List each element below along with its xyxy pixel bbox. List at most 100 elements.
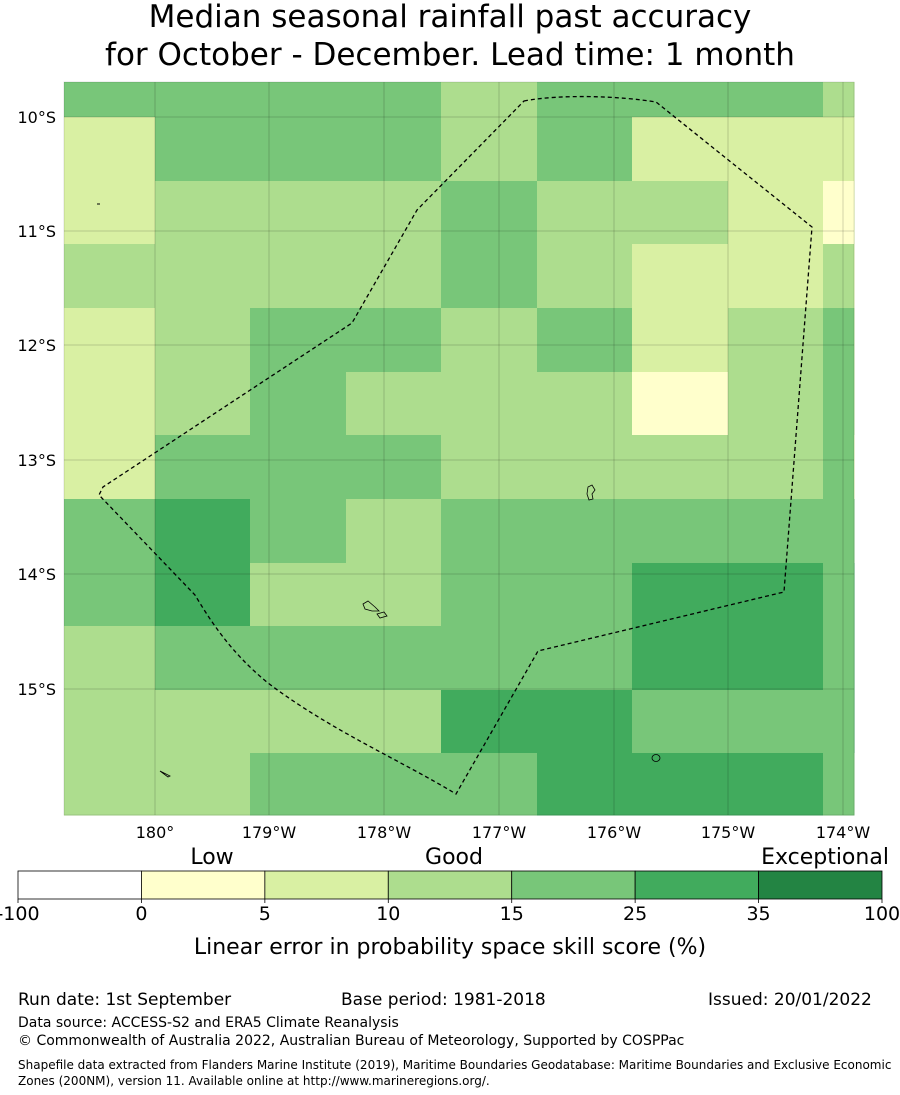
grid-cell xyxy=(250,308,347,373)
grid-cell xyxy=(441,563,538,627)
grid-cell xyxy=(346,244,442,309)
grid-cell xyxy=(728,563,824,627)
grid-cell xyxy=(823,626,854,691)
latitude-label: 13°S xyxy=(17,451,56,470)
legend-tick-label: 15 xyxy=(500,903,524,925)
longitude-label: 180° xyxy=(136,823,175,842)
grid-cell xyxy=(823,244,854,309)
grid-cell xyxy=(346,372,442,436)
grid-cell xyxy=(537,435,633,500)
grid-cell xyxy=(64,753,156,816)
grid-cell xyxy=(250,244,347,309)
grid-cell xyxy=(346,82,442,118)
grid-cell xyxy=(823,563,854,627)
grid-cell xyxy=(441,308,538,373)
grid-cell xyxy=(346,626,442,691)
grid-cell xyxy=(728,626,824,691)
grid-cell xyxy=(155,82,251,118)
legend-swatch xyxy=(758,870,883,900)
run-date: Run date: 1st September xyxy=(18,990,232,1010)
grid-cell xyxy=(250,82,347,118)
latitude-label: 11°S xyxy=(17,222,56,241)
grid-cell xyxy=(632,244,729,309)
grid-cell xyxy=(728,181,824,245)
eez-boundary xyxy=(98,95,813,795)
grid-cell xyxy=(346,690,442,754)
grid-cell xyxy=(155,563,251,627)
grid-cell xyxy=(346,181,442,245)
grid-cell xyxy=(250,626,347,691)
grid-cell xyxy=(250,435,347,500)
longitude-label: 176°W xyxy=(587,823,642,842)
grid-cell xyxy=(728,690,824,754)
grid-cell xyxy=(155,435,251,500)
grid-cell xyxy=(537,499,633,564)
grid-cell xyxy=(728,82,824,118)
grid-cell xyxy=(632,372,729,436)
grid-cell xyxy=(823,308,854,373)
grid-cell xyxy=(537,690,633,754)
grid-cell xyxy=(64,82,156,118)
grid-cell xyxy=(250,181,347,245)
grid-cell xyxy=(441,499,538,564)
grid-cell xyxy=(823,117,854,182)
grid-cell xyxy=(537,244,633,309)
chart-title-line-1: Median seasonal rainfall past accuracy xyxy=(148,0,752,35)
grid-cell xyxy=(250,690,347,754)
chart-title-line-2: for October - December. Lead time: 1 mon… xyxy=(105,37,795,73)
grid-cell xyxy=(64,308,156,373)
grid-cell xyxy=(441,626,538,691)
legend-swatch xyxy=(387,870,513,900)
grid-cell xyxy=(632,753,729,816)
grid-cell xyxy=(441,117,538,182)
grid-cell xyxy=(346,308,442,373)
legend-swatch xyxy=(634,870,759,900)
grid-cell xyxy=(250,753,347,816)
grid-cell xyxy=(441,181,538,245)
legend-category-label: Low xyxy=(190,845,233,870)
grid-cell xyxy=(64,244,156,309)
island-outline xyxy=(586,484,596,501)
island-outline xyxy=(159,770,171,778)
grid-cell xyxy=(64,690,156,754)
grid-cell xyxy=(728,372,824,436)
grid-cell xyxy=(155,690,251,754)
grid-cell xyxy=(441,753,538,816)
data-source: Data source: ACCESS-S2 and ERA5 Climate … xyxy=(18,1015,399,1031)
longitude-label: 177°W xyxy=(472,823,527,842)
grid-cell xyxy=(250,563,347,627)
latitude-label: 12°S xyxy=(17,336,56,355)
map-frame xyxy=(63,81,855,816)
grid-cell xyxy=(632,308,729,373)
grid-cell xyxy=(441,435,538,500)
legend-tick-label: 0 xyxy=(135,903,147,925)
grid-cell xyxy=(728,499,824,564)
grid-cell xyxy=(441,690,538,754)
grid-cell xyxy=(632,626,729,691)
grid-cell xyxy=(823,499,854,564)
grid-cell xyxy=(441,372,538,436)
longitude-label: 179°W xyxy=(242,823,297,842)
grid-cell xyxy=(64,372,156,436)
grid-cell xyxy=(346,753,442,816)
grid-cell xyxy=(632,117,729,182)
grid-cell xyxy=(155,753,251,816)
legend-tick-label: 35 xyxy=(746,903,770,925)
copyright: © Commonwealth of Australia 2022, Austra… xyxy=(18,1033,685,1049)
legend-tick-label: 100 xyxy=(864,903,900,925)
grid-cell xyxy=(155,626,251,691)
shapefile-credit: Shapefile data extracted from Flanders M… xyxy=(18,1058,892,1088)
grid-cell xyxy=(823,435,854,500)
grid-cell xyxy=(155,244,251,309)
latitude-label: 14°S xyxy=(17,565,56,584)
grid-cell xyxy=(728,435,824,500)
grid-cell xyxy=(155,117,251,182)
grid-cell xyxy=(346,117,442,182)
grid-cell xyxy=(823,181,854,245)
grid-cell xyxy=(537,181,633,245)
grid-cell xyxy=(537,117,633,182)
legend-tick-label: 10 xyxy=(376,903,400,925)
grid-cell xyxy=(537,82,633,118)
grid-cell xyxy=(346,563,442,627)
grid-cell xyxy=(250,117,347,182)
